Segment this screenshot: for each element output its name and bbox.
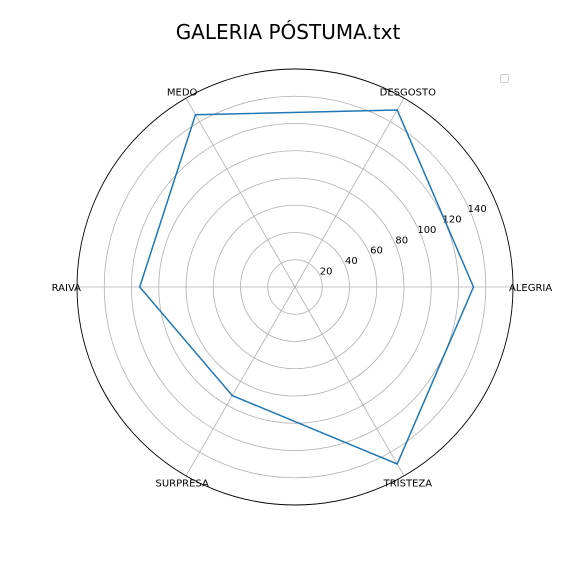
category-label-desgosto: DESGOSTO bbox=[380, 88, 436, 99]
category-label-tristeza: TRISTEZA bbox=[383, 478, 433, 489]
data-point-alegria bbox=[472, 286, 475, 288]
data-point-surpresa bbox=[231, 394, 234, 397]
chart-title: GALERIA PÓSTUMA.txt bbox=[175, 20, 401, 44]
category-label-medo: MEDO bbox=[167, 88, 198, 99]
r-tick-label-80: 80 bbox=[395, 235, 408, 246]
r-tick-label-120: 120 bbox=[443, 214, 462, 225]
category-label-raiva: RAIVA bbox=[52, 283, 82, 294]
grid-spoke-surpresa bbox=[185, 286, 296, 476]
legend bbox=[500, 74, 509, 83]
r-tick-label-100: 100 bbox=[417, 225, 436, 236]
grid-spoke-desgosto bbox=[294, 98, 405, 288]
grid-spoke-tristeza bbox=[294, 286, 405, 476]
data-point-desgosto bbox=[396, 109, 398, 111]
data-point-tristeza bbox=[396, 463, 398, 465]
polar-frame bbox=[76, 68, 514, 506]
category-label-surpresa: SURPRESA bbox=[156, 478, 209, 489]
data-point-raiva bbox=[138, 286, 141, 288]
data-point-medo bbox=[194, 113, 197, 116]
r-tick-label-40: 40 bbox=[345, 256, 358, 267]
category-label-alegria: ALEGRIA bbox=[509, 283, 552, 294]
r-tick-label-20: 20 bbox=[320, 267, 333, 278]
r-tick-label-140: 140 bbox=[468, 204, 487, 215]
grid-spoke-medo bbox=[185, 98, 296, 288]
r-tick-label-60: 60 bbox=[370, 246, 383, 257]
